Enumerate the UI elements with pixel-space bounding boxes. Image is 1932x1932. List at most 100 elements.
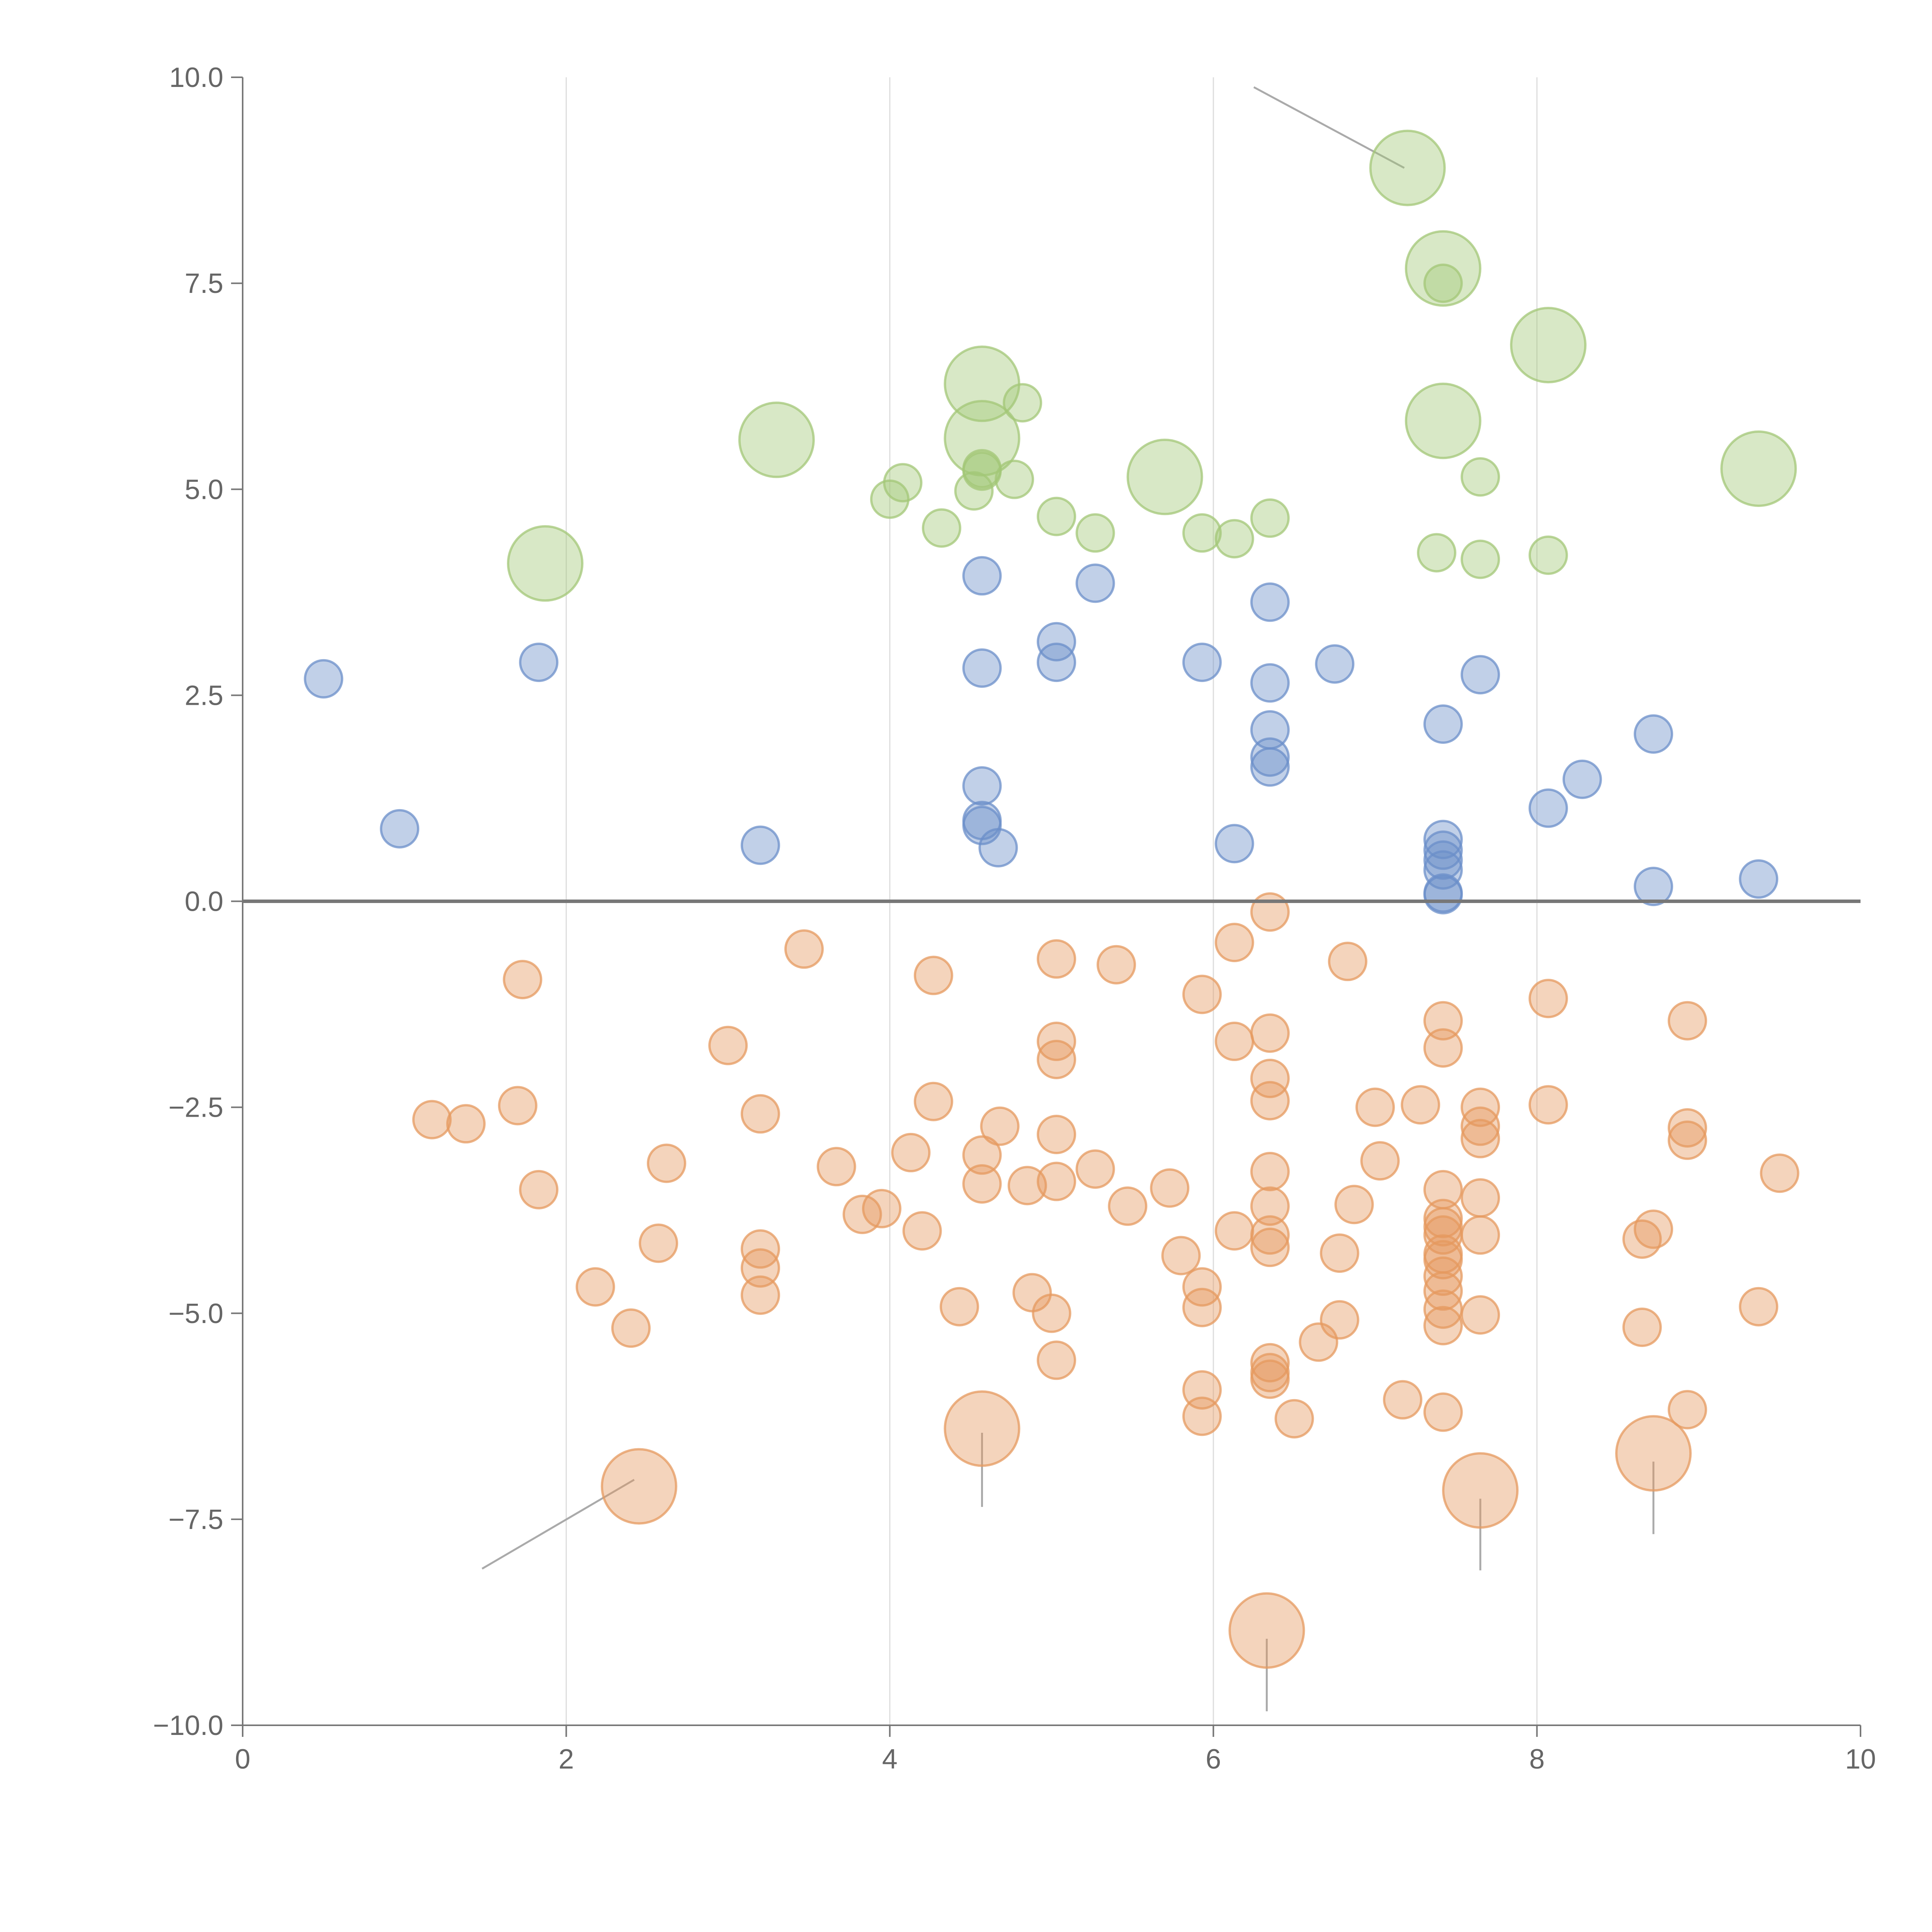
data-point-blue bbox=[380, 809, 420, 849]
data-point-orange bbox=[1007, 1166, 1047, 1206]
data-point-orange bbox=[1667, 1108, 1707, 1148]
data-point-orange bbox=[1667, 1120, 1707, 1160]
data-point-blue bbox=[1182, 643, 1222, 682]
data-point-green bbox=[507, 525, 583, 602]
data-point-orange bbox=[1461, 1178, 1500, 1218]
data-point-green bbox=[1182, 513, 1222, 553]
leader-line bbox=[481, 1479, 635, 1570]
data-point-orange bbox=[1622, 1308, 1662, 1347]
data-point-orange bbox=[1615, 1415, 1692, 1492]
data-point-orange bbox=[1228, 1592, 1305, 1669]
data-point-blue bbox=[1315, 644, 1355, 684]
data-point-green bbox=[1461, 457, 1500, 497]
data-point-orange bbox=[1667, 1001, 1707, 1041]
data-point-blue bbox=[519, 643, 559, 682]
y-tick-label: −5.0 bbox=[168, 1298, 223, 1329]
y-tick-label: 2.5 bbox=[185, 680, 223, 711]
data-point-green bbox=[1528, 535, 1568, 575]
data-point-orange bbox=[1383, 1380, 1423, 1420]
data-point-blue bbox=[962, 648, 1002, 688]
data-point-orange bbox=[1461, 1215, 1500, 1255]
data-point-orange bbox=[1096, 945, 1136, 985]
data-point-blue bbox=[1423, 875, 1463, 915]
data-point-green bbox=[1423, 264, 1463, 303]
leader-line-layer bbox=[481, 86, 1655, 1711]
data-point-orange bbox=[1075, 1149, 1115, 1189]
data-point-orange bbox=[498, 1086, 537, 1126]
data-point-orange bbox=[611, 1308, 651, 1348]
data-point-orange bbox=[902, 1211, 942, 1251]
data-point-blue bbox=[740, 825, 780, 865]
data-point-orange bbox=[962, 1164, 1002, 1204]
data-point-orange bbox=[1032, 1293, 1071, 1333]
data-point-blue bbox=[962, 556, 1002, 596]
data-point-orange bbox=[1423, 1256, 1463, 1296]
data-point-orange bbox=[1250, 892, 1290, 932]
data-point-orange bbox=[1037, 1039, 1077, 1079]
data-point-blue bbox=[1250, 582, 1290, 622]
data-point-orange bbox=[1214, 1022, 1254, 1061]
data-point-orange bbox=[740, 1275, 780, 1315]
data-point-blue bbox=[962, 766, 1002, 806]
data-point-orange bbox=[639, 1223, 679, 1263]
data-point-orange bbox=[1423, 1306, 1463, 1345]
data-point-orange bbox=[1423, 1207, 1463, 1247]
data-point-orange bbox=[1401, 1085, 1440, 1125]
y-tick-label: 5.0 bbox=[185, 474, 223, 505]
data-point-orange bbox=[1461, 1119, 1500, 1158]
x-tick-label: 2 bbox=[558, 1744, 574, 1775]
data-point-orange bbox=[519, 1170, 559, 1209]
data-point-orange bbox=[1528, 1085, 1568, 1125]
data-point-green bbox=[1405, 383, 1481, 459]
data-point-orange bbox=[1037, 1340, 1077, 1380]
data-point-orange bbox=[1250, 1186, 1290, 1226]
data-point-blue bbox=[1634, 867, 1673, 906]
data-point-blue bbox=[1423, 830, 1463, 870]
data-point-green bbox=[1417, 533, 1457, 573]
data-point-blue bbox=[1634, 714, 1673, 754]
data-point-orange bbox=[1360, 1141, 1400, 1181]
data-point-blue bbox=[304, 659, 344, 699]
data-point-orange bbox=[1461, 1295, 1500, 1335]
data-point-green bbox=[1126, 439, 1203, 515]
data-point-orange bbox=[1182, 1287, 1222, 1327]
x-tick-label: 4 bbox=[882, 1744, 898, 1775]
data-point-orange bbox=[1760, 1153, 1799, 1193]
data-point-orange bbox=[1182, 1267, 1222, 1307]
data-point-green bbox=[1250, 498, 1290, 538]
data-point-orange bbox=[913, 956, 953, 995]
data-point-blue bbox=[1214, 824, 1254, 864]
data-point-orange bbox=[1320, 1233, 1359, 1273]
data-point-orange bbox=[1274, 1399, 1314, 1439]
data-point-orange bbox=[1214, 923, 1254, 963]
data-point-green bbox=[944, 400, 1020, 477]
data-point-orange bbox=[1739, 1287, 1779, 1327]
data-point-orange bbox=[1334, 1185, 1374, 1225]
data-point-orange bbox=[1423, 1028, 1463, 1068]
data-point-blue bbox=[1461, 655, 1500, 695]
data-point-orange bbox=[1250, 1081, 1290, 1121]
y-tick-label: 7.5 bbox=[185, 268, 223, 299]
data-point-green bbox=[1075, 513, 1115, 553]
data-point-orange bbox=[1182, 1396, 1222, 1436]
data-point-blue bbox=[1250, 663, 1290, 703]
data-point-orange bbox=[1442, 1452, 1519, 1529]
data-point-orange bbox=[1667, 1390, 1707, 1430]
data-point-orange bbox=[1423, 1199, 1463, 1238]
data-point-orange bbox=[862, 1189, 901, 1228]
data-point-green bbox=[870, 479, 910, 519]
data-point-orange bbox=[1250, 1228, 1290, 1267]
data-point-orange bbox=[575, 1267, 615, 1307]
data-point-orange bbox=[913, 1082, 953, 1121]
data-point-green bbox=[883, 463, 923, 503]
data-point-orange bbox=[1182, 975, 1222, 1014]
y-tick-label: −7.5 bbox=[168, 1504, 223, 1535]
data-point-orange bbox=[446, 1104, 486, 1144]
data-point-green bbox=[738, 401, 815, 478]
data-point-orange bbox=[600, 1448, 677, 1525]
data-point-orange bbox=[891, 1133, 931, 1172]
data-point-green bbox=[1003, 383, 1043, 423]
data-point-green bbox=[1510, 307, 1587, 384]
data-point-orange bbox=[1250, 1058, 1290, 1098]
x-tick-label: 6 bbox=[1206, 1744, 1221, 1775]
